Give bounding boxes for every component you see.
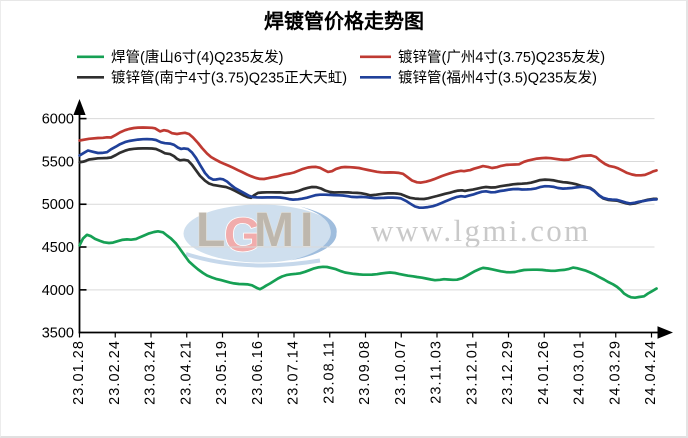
svg-text:L: L: [196, 204, 225, 257]
svg-text:23.02.24: 23.02.24: [107, 340, 123, 405]
svg-text:23.04.21: 23.04.21: [178, 340, 194, 405]
svg-text:23.03.24: 23.03.24: [143, 340, 159, 405]
svg-text:24.01.26: 24.01.26: [536, 340, 552, 405]
svg-text:镀锌管(南宁4寸(3.75)Q235正大天虹): 镀锌管(南宁4寸(3.75)Q235正大天虹): [111, 70, 347, 87]
svg-text:4500: 4500: [42, 240, 74, 256]
svg-text:23.07.14: 23.07.14: [286, 340, 302, 405]
svg-text:23.10.07: 23.10.07: [393, 340, 409, 405]
svg-text:G: G: [224, 209, 261, 262]
svg-text:24.04.24: 24.04.24: [643, 340, 659, 405]
svg-text:焊管(唐山6寸(4)Q235友发): 焊管(唐山6寸(4)Q235友发): [111, 49, 283, 66]
svg-text:焊镀管价格走势图: 焊镀管价格走势图: [264, 9, 424, 33]
svg-text:4000: 4000: [42, 283, 74, 299]
svg-text:M: M: [254, 204, 294, 257]
svg-text:23.11.03: 23.11.03: [429, 340, 445, 404]
svg-text:23.09.08: 23.09.08: [357, 340, 373, 405]
svg-text:23.06.16: 23.06.16: [250, 340, 266, 405]
svg-text:5500: 5500: [42, 154, 74, 170]
svg-text:镀锌管(广州4寸(3.75)Q235友发): 镀锌管(广州4寸(3.75)Q235友发): [398, 49, 605, 66]
svg-text:3500: 3500: [42, 326, 74, 342]
svg-text:23.05.19: 23.05.19: [214, 340, 230, 405]
svg-text:6000: 6000: [42, 112, 74, 128]
svg-text:23.12.29: 23.12.29: [500, 340, 516, 405]
svg-text:23.12.01: 23.12.01: [464, 340, 480, 405]
svg-text:www.lgmi.com: www.lgmi.com: [371, 213, 591, 248]
svg-text:23.08.11: 23.08.11: [321, 340, 337, 404]
svg-text:镀锌管(福州4寸(3.5)Q235友发): 镀锌管(福州4寸(3.5)Q235友发): [398, 70, 597, 87]
svg-text:24.03.01: 24.03.01: [572, 340, 588, 405]
svg-text:23.01.28: 23.01.28: [71, 340, 87, 405]
svg-text:24.03.29: 24.03.29: [607, 340, 623, 405]
svg-text:5000: 5000: [42, 197, 74, 213]
svg-text:I: I: [300, 204, 313, 257]
